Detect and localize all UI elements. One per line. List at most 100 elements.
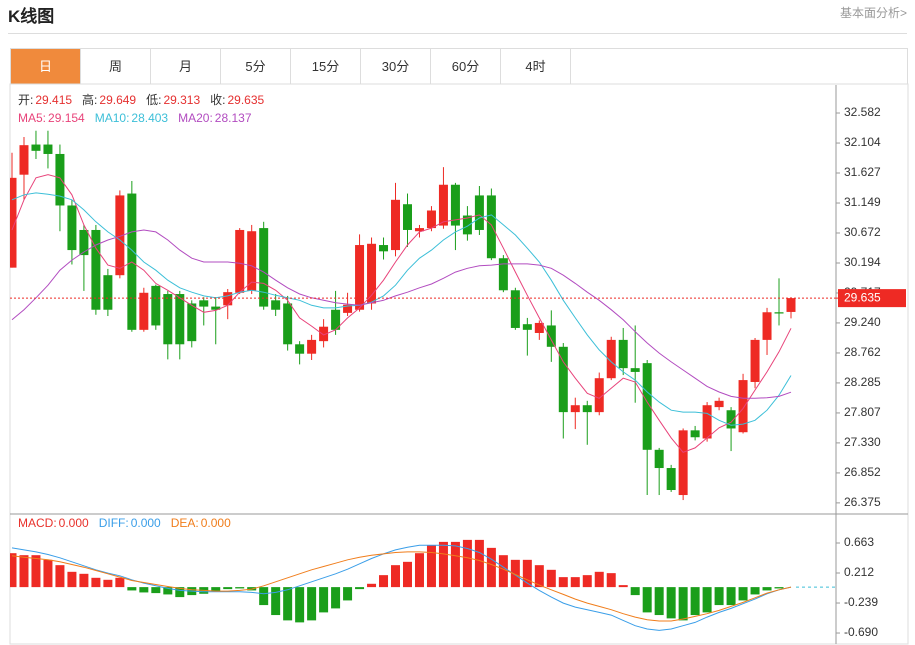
legend-text: 28.137 [215, 111, 252, 125]
legend-text: MACD: [18, 516, 57, 530]
macd-bar [379, 575, 389, 588]
macd-bar [570, 577, 580, 588]
candle [19, 137, 29, 200]
candle-body [259, 228, 269, 307]
macd-bar [486, 547, 496, 588]
candle-body [19, 145, 29, 175]
candle-body [450, 184, 460, 226]
period-tab[interactable]: 15分 [291, 49, 361, 84]
macd-bar [738, 587, 748, 601]
period-tab[interactable]: 30分 [361, 49, 431, 84]
candle-body [31, 144, 41, 151]
candle-body [271, 300, 281, 310]
candle-body [367, 243, 377, 304]
candle [774, 278, 784, 326]
period-tab[interactable]: 4时 [501, 49, 571, 84]
candle-body [618, 339, 628, 369]
macd-bar [91, 577, 101, 588]
candle [414, 224, 424, 238]
macd-bar [546, 569, 556, 588]
candle-body [414, 228, 424, 232]
candle [379, 237, 389, 260]
macd-bar [582, 575, 592, 588]
candle [462, 206, 472, 241]
y-tick-label: -0.690 [844, 625, 878, 639]
candle-body [558, 346, 568, 413]
candle-body [486, 195, 496, 259]
divider [8, 33, 907, 34]
legend-text: 29.154 [48, 111, 85, 125]
candle-body [307, 339, 317, 354]
candle [570, 397, 580, 430]
macd-bar [606, 573, 616, 588]
candle [127, 180, 137, 332]
macd-bar [115, 577, 125, 588]
candle-body [175, 294, 185, 345]
y-tick-label: 28.762 [844, 345, 881, 359]
macd-bar [67, 571, 77, 588]
candle-body [594, 378, 604, 413]
candle-body [139, 292, 149, 330]
macd-bar [450, 541, 460, 588]
y-tick-label: 26.375 [844, 495, 881, 509]
candle [295, 341, 305, 365]
period-tab[interactable]: 日 [11, 49, 81, 84]
period-tab[interactable]: 5分 [221, 49, 291, 84]
legend-text: DEA: [171, 516, 199, 530]
macd-bar [43, 559, 53, 588]
candle-body [10, 177, 17, 268]
macd-bar [391, 565, 401, 588]
period-tab[interactable]: 月 [151, 49, 221, 84]
candle [175, 290, 185, 360]
y-tick-label: 31.627 [844, 165, 881, 179]
candle-body [343, 304, 353, 313]
macd-bar [259, 587, 269, 606]
macd-bar [534, 565, 544, 588]
macd-bar [654, 587, 664, 616]
candle [582, 400, 592, 445]
period-tab[interactable]: 60分 [431, 49, 501, 84]
macd-bar [10, 553, 17, 588]
candle-body [103, 275, 113, 310]
candle-body [247, 231, 257, 291]
candle-body [666, 468, 676, 491]
legend-text: 低: [146, 93, 161, 107]
candle [786, 297, 796, 319]
macd-bar [235, 587, 245, 589]
candle-body [690, 430, 700, 438]
candle [151, 284, 161, 330]
candle-body [211, 306, 221, 310]
candle [594, 372, 604, 416]
candle-body [546, 325, 556, 347]
macd-bar [127, 587, 137, 591]
series-line [11, 174, 792, 453]
macd-bar [666, 587, 676, 619]
candle-body [654, 449, 664, 469]
macd-bar [271, 587, 281, 616]
candle-body [438, 184, 448, 226]
y-tick-label: 31.149 [844, 195, 881, 209]
macd-bar [762, 587, 772, 591]
fundamentals-link[interactable]: 基本面分析> [839, 6, 907, 20]
candle-body [522, 324, 532, 330]
macd-bar [618, 585, 628, 588]
candle-body [426, 210, 436, 229]
candle-body [115, 195, 125, 276]
candle-body [510, 290, 520, 328]
candle [534, 320, 544, 340]
macd-bar [774, 587, 784, 589]
candle-body [163, 294, 173, 345]
candle-body [786, 298, 796, 312]
macd-bar [510, 559, 520, 588]
candle-body [283, 303, 293, 345]
legend-text: 收: [210, 93, 225, 107]
candle-body [91, 229, 101, 310]
macd-bar [474, 539, 484, 588]
candle [726, 407, 736, 452]
macd-bar [355, 587, 365, 590]
candle-body [570, 405, 580, 413]
candle [510, 287, 520, 330]
period-tab[interactable]: 周 [81, 49, 151, 84]
candle [283, 295, 293, 351]
series-line [11, 229, 792, 399]
